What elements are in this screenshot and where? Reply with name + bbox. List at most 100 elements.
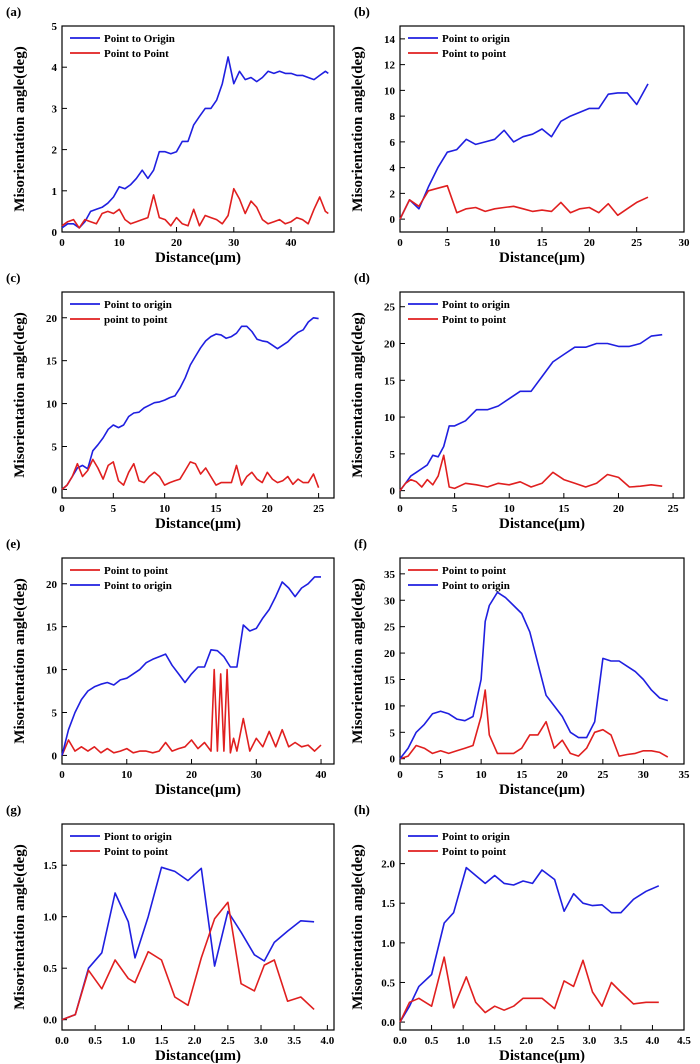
x-axis-label: Distance(μm) (155, 250, 241, 266)
legend-label: Point to origin (442, 580, 510, 592)
x-tick-label: 2.5 (551, 1035, 565, 1047)
y-tick-label: 1.0 (43, 912, 57, 924)
legend-label: Piont to origin (104, 831, 172, 843)
y-tick-label: 25 (384, 622, 396, 634)
chart-svg: (a) 0 10 20 30 40 0 1 2 3 4 5 Distance(μm) Misorienta… (6, 4, 335, 266)
panel-label: (e) (6, 536, 20, 551)
chart-panel-1: (b) 0 5 10 15 20 25 30 0 2 4 6 8 10 12 14 Distance(μm) Mi… (350, 0, 700, 266)
x-tick-label: 10 (114, 237, 126, 249)
y-tick-label: 10 (384, 412, 396, 424)
y-tick-label: 0 (52, 227, 58, 239)
x-tick-label: 30 (251, 769, 263, 781)
plot-frame (61, 823, 335, 1031)
x-tick-label: 4.0 (320, 1035, 334, 1047)
y-tick-label: 5 (390, 727, 396, 739)
chart-svg: (d) 0 5 10 15 20 25 0 5 10 15 20 25 Distance(μm) Misor… (350, 270, 685, 532)
y-tick-label: 3 (52, 103, 58, 115)
y-tick-label: 0.5 (381, 977, 395, 989)
y-tick-label: 6 (390, 137, 396, 149)
chart-svg: (b) 0 5 10 15 20 25 30 0 2 4 6 8 10 12 14 Distance(μm) Mi… (350, 4, 691, 266)
plot-frame (61, 291, 335, 499)
x-tick-label: 10 (489, 237, 501, 249)
y-tick-label: 2 (52, 145, 58, 157)
legend-label: Point to point (442, 48, 507, 60)
x-tick-label: 30 (679, 237, 691, 249)
y-tick-label: 1.5 (381, 898, 395, 910)
panel-label: (f) (354, 536, 367, 551)
x-tick-label: 5 (445, 237, 451, 249)
x-tick-label: 3.0 (254, 1035, 268, 1047)
y-tick-label: 20 (46, 313, 58, 325)
legend-label: point to point (104, 314, 168, 326)
legend-label: Point to point (442, 314, 507, 326)
y-tick-label: 5 (390, 449, 396, 461)
y-tick-label: 0.5 (43, 963, 57, 975)
y-tick-label: 25 (384, 302, 396, 314)
legend-label: Point to origin (104, 580, 172, 592)
legend-label: Point to origin (442, 299, 510, 311)
x-tick-label: 0 (59, 237, 65, 249)
x-tick-label: 2.0 (188, 1035, 202, 1047)
chart-panel-0: (a) 0 10 20 30 40 0 1 2 3 4 5 Distance(μm) Misorienta… (0, 0, 350, 266)
y-tick-label: 1.0 (381, 938, 395, 950)
panel-label: (d) (354, 270, 370, 285)
x-axis-label: Distance(μm) (155, 516, 241, 532)
x-tick-label: 0 (397, 237, 403, 249)
y-tick-label: 10 (384, 701, 396, 713)
x-tick-label: 2.5 (221, 1035, 235, 1047)
y-tick-label: 10 (46, 399, 58, 411)
legend-label: Point to origin (442, 831, 510, 843)
panel-label: (g) (6, 802, 21, 817)
x-tick-label: 1.0 (121, 1035, 135, 1047)
chart-svg: (g) 0.0 0.5 1.0 1.5 2.0 2.5 3.0 3.5 4.0 0.0 0.5 1.0 1… (6, 802, 335, 1064)
series-line-1 (61, 187, 329, 229)
x-tick-label: 10 (476, 769, 488, 781)
plot-frame (399, 291, 685, 499)
series-line-0 (61, 866, 315, 1021)
chart-panel-3: (d) 0 5 10 15 20 25 0 5 10 15 20 25 Distance(μm) Misor… (350, 266, 700, 532)
plot-frame (61, 25, 335, 233)
panel-label: (b) (354, 4, 370, 19)
y-tick-label: 0 (52, 750, 58, 762)
x-tick-label: 0 (59, 503, 65, 515)
x-tick-label: 15 (516, 769, 528, 781)
chart-svg: (h) 0.0 0.5 1.0 1.5 2.0 2.5 3.0 3.5 4.0 4.5 0.0 0.5 1… (350, 802, 691, 1064)
legend-label: Point to point (104, 565, 169, 577)
panel-label: (a) (6, 4, 21, 19)
y-axis-label: Misorientation angle(deg) (350, 844, 366, 1009)
x-tick-label: 10 (504, 503, 516, 515)
series-line-0 (61, 668, 322, 756)
y-tick-label: 15 (46, 356, 58, 368)
chart-svg: (f) 0 5 10 15 20 25 30 35 0 5 10 15 20 25 30 35 Distance(… (350, 536, 691, 798)
series-line-0 (61, 56, 329, 229)
y-axis-label: Misorientation angle(deg) (350, 46, 366, 211)
y-tick-label: 4 (52, 62, 58, 74)
x-tick-label: 30 (638, 769, 650, 781)
x-axis-label: Distance(μm) (155, 782, 241, 798)
series-line-1 (61, 901, 315, 1021)
x-tick-label: 35 (679, 769, 691, 781)
x-tick-label: 0.0 (55, 1035, 69, 1047)
x-tick-label: 30 (228, 237, 240, 249)
x-tick-label: 20 (613, 503, 625, 515)
y-tick-label: 5 (52, 442, 58, 454)
series-line-1 (61, 576, 321, 756)
y-tick-label: 0 (390, 486, 396, 498)
x-axis-label: Distance(μm) (499, 1048, 585, 1064)
y-tick-label: 10 (384, 85, 396, 97)
legend-label: Point to origin (104, 299, 172, 311)
y-tick-label: 0.0 (43, 1015, 57, 1027)
x-tick-label: 1.5 (155, 1035, 169, 1047)
x-tick-label: 10 (121, 769, 133, 781)
x-tick-label: 40 (286, 237, 298, 249)
x-tick-label: 1.5 (488, 1035, 502, 1047)
x-axis-label: Distance(μm) (499, 250, 585, 266)
y-tick-label: 1.5 (43, 860, 57, 872)
x-tick-label: 25 (631, 237, 643, 249)
y-axis-label: Misorientation angle(deg) (12, 578, 28, 743)
x-axis-label: Distance(μm) (155, 1048, 241, 1064)
y-tick-label: 2.0 (381, 859, 395, 871)
y-tick-label: 5 (52, 21, 58, 33)
x-tick-label: 20 (584, 237, 596, 249)
legend-label: Point to Origin (104, 33, 175, 45)
